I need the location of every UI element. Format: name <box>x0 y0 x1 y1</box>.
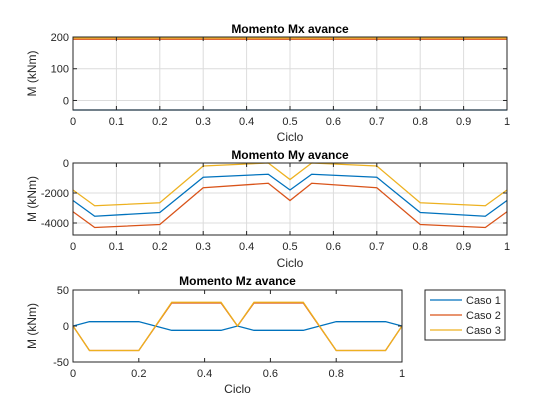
x-tick-label: 0.9 <box>456 241 471 253</box>
x-tick-label: 0.3 <box>196 241 211 253</box>
x-tick-label: 0.8 <box>413 241 428 253</box>
y-tick-label: 0 <box>63 158 69 170</box>
legend-label-2: Caso 2 <box>466 310 501 322</box>
y-tick-label: -4000 <box>41 218 69 230</box>
x-tick-label: 0.8 <box>413 116 428 128</box>
x-tick-label: 0.2 <box>152 241 167 253</box>
y-tick-label: 0 <box>63 95 69 107</box>
y-tick-label: -2000 <box>41 188 69 200</box>
x-tick-label: 0.1 <box>109 116 124 128</box>
x-tick-label: 0.6 <box>263 368 278 380</box>
chart-1: 0 0.1 0.2 0.3 0.4 0.5 0.6 0.7 0.8 0.9 1 0 100 200 Mome… <box>25 22 510 144</box>
y-tick-label: -50 <box>53 357 69 369</box>
legend-label-1: Caso 1 <box>466 295 501 307</box>
x-tick-label: 0.1 <box>109 241 124 253</box>
x-tick-label: 0.5 <box>282 116 297 128</box>
series-line-1 <box>73 173 507 217</box>
y-axis-label: M (kNm) <box>25 303 39 349</box>
chart-2: 0 0.1 0.2 0.3 0.4 0.5 0.6 0.7 0.8 0.9 1 -4000 -2000 0… <box>25 148 510 270</box>
x-tick-label: 0.2 <box>131 368 146 380</box>
y-tick-label: 100 <box>51 64 69 76</box>
series-line-3 <box>73 162 507 207</box>
chart-title: Momento Mz avance <box>179 274 296 288</box>
x-tick-label: 0.6 <box>326 241 341 253</box>
x-tick-label: 0 <box>70 368 76 380</box>
x-tick-label: 0.4 <box>239 241 254 253</box>
legend: Caso 1 Caso 2 Caso 3 <box>424 289 506 341</box>
x-tick-label: 0.6 <box>326 116 341 128</box>
x-axis-label: Ciclo <box>224 382 251 396</box>
x-axis-label: Ciclo <box>277 130 304 144</box>
legend-label-3: Caso 3 <box>466 325 501 337</box>
x-tick-label: 0 <box>70 241 76 253</box>
x-tick-label: 0 <box>70 116 76 128</box>
chart-title: Momento My avance <box>231 148 349 162</box>
x-tick-label: 0.4 <box>197 368 212 380</box>
y-axis-label: M (kNm) <box>25 176 39 222</box>
y-tick-label: 200 <box>51 32 69 44</box>
x-tick-label: 0.7 <box>369 241 384 253</box>
x-tick-label: 0.3 <box>196 116 211 128</box>
series-line-3 <box>73 301 402 352</box>
x-tick-label: 1 <box>504 116 510 128</box>
x-tick-label: 0.9 <box>456 116 471 128</box>
x-tick-label: 0.8 <box>329 368 344 380</box>
x-tick-label: 1 <box>399 368 405 380</box>
series-line-2 <box>73 182 507 229</box>
x-tick-label: 0.5 <box>282 241 297 253</box>
x-axis-label: Ciclo <box>277 256 304 270</box>
y-tick-label: 0 <box>63 321 69 333</box>
y-axis-label: M (kNm) <box>25 51 39 97</box>
x-tick-label: 1 <box>504 241 510 253</box>
y-tick-label: 50 <box>57 285 69 297</box>
x-tick-label: 0.7 <box>369 116 384 128</box>
x-tick-label: 0.4 <box>239 116 254 128</box>
chart-title: Momento Mx avance <box>231 22 349 36</box>
x-tick-label: 0.2 <box>152 116 167 128</box>
